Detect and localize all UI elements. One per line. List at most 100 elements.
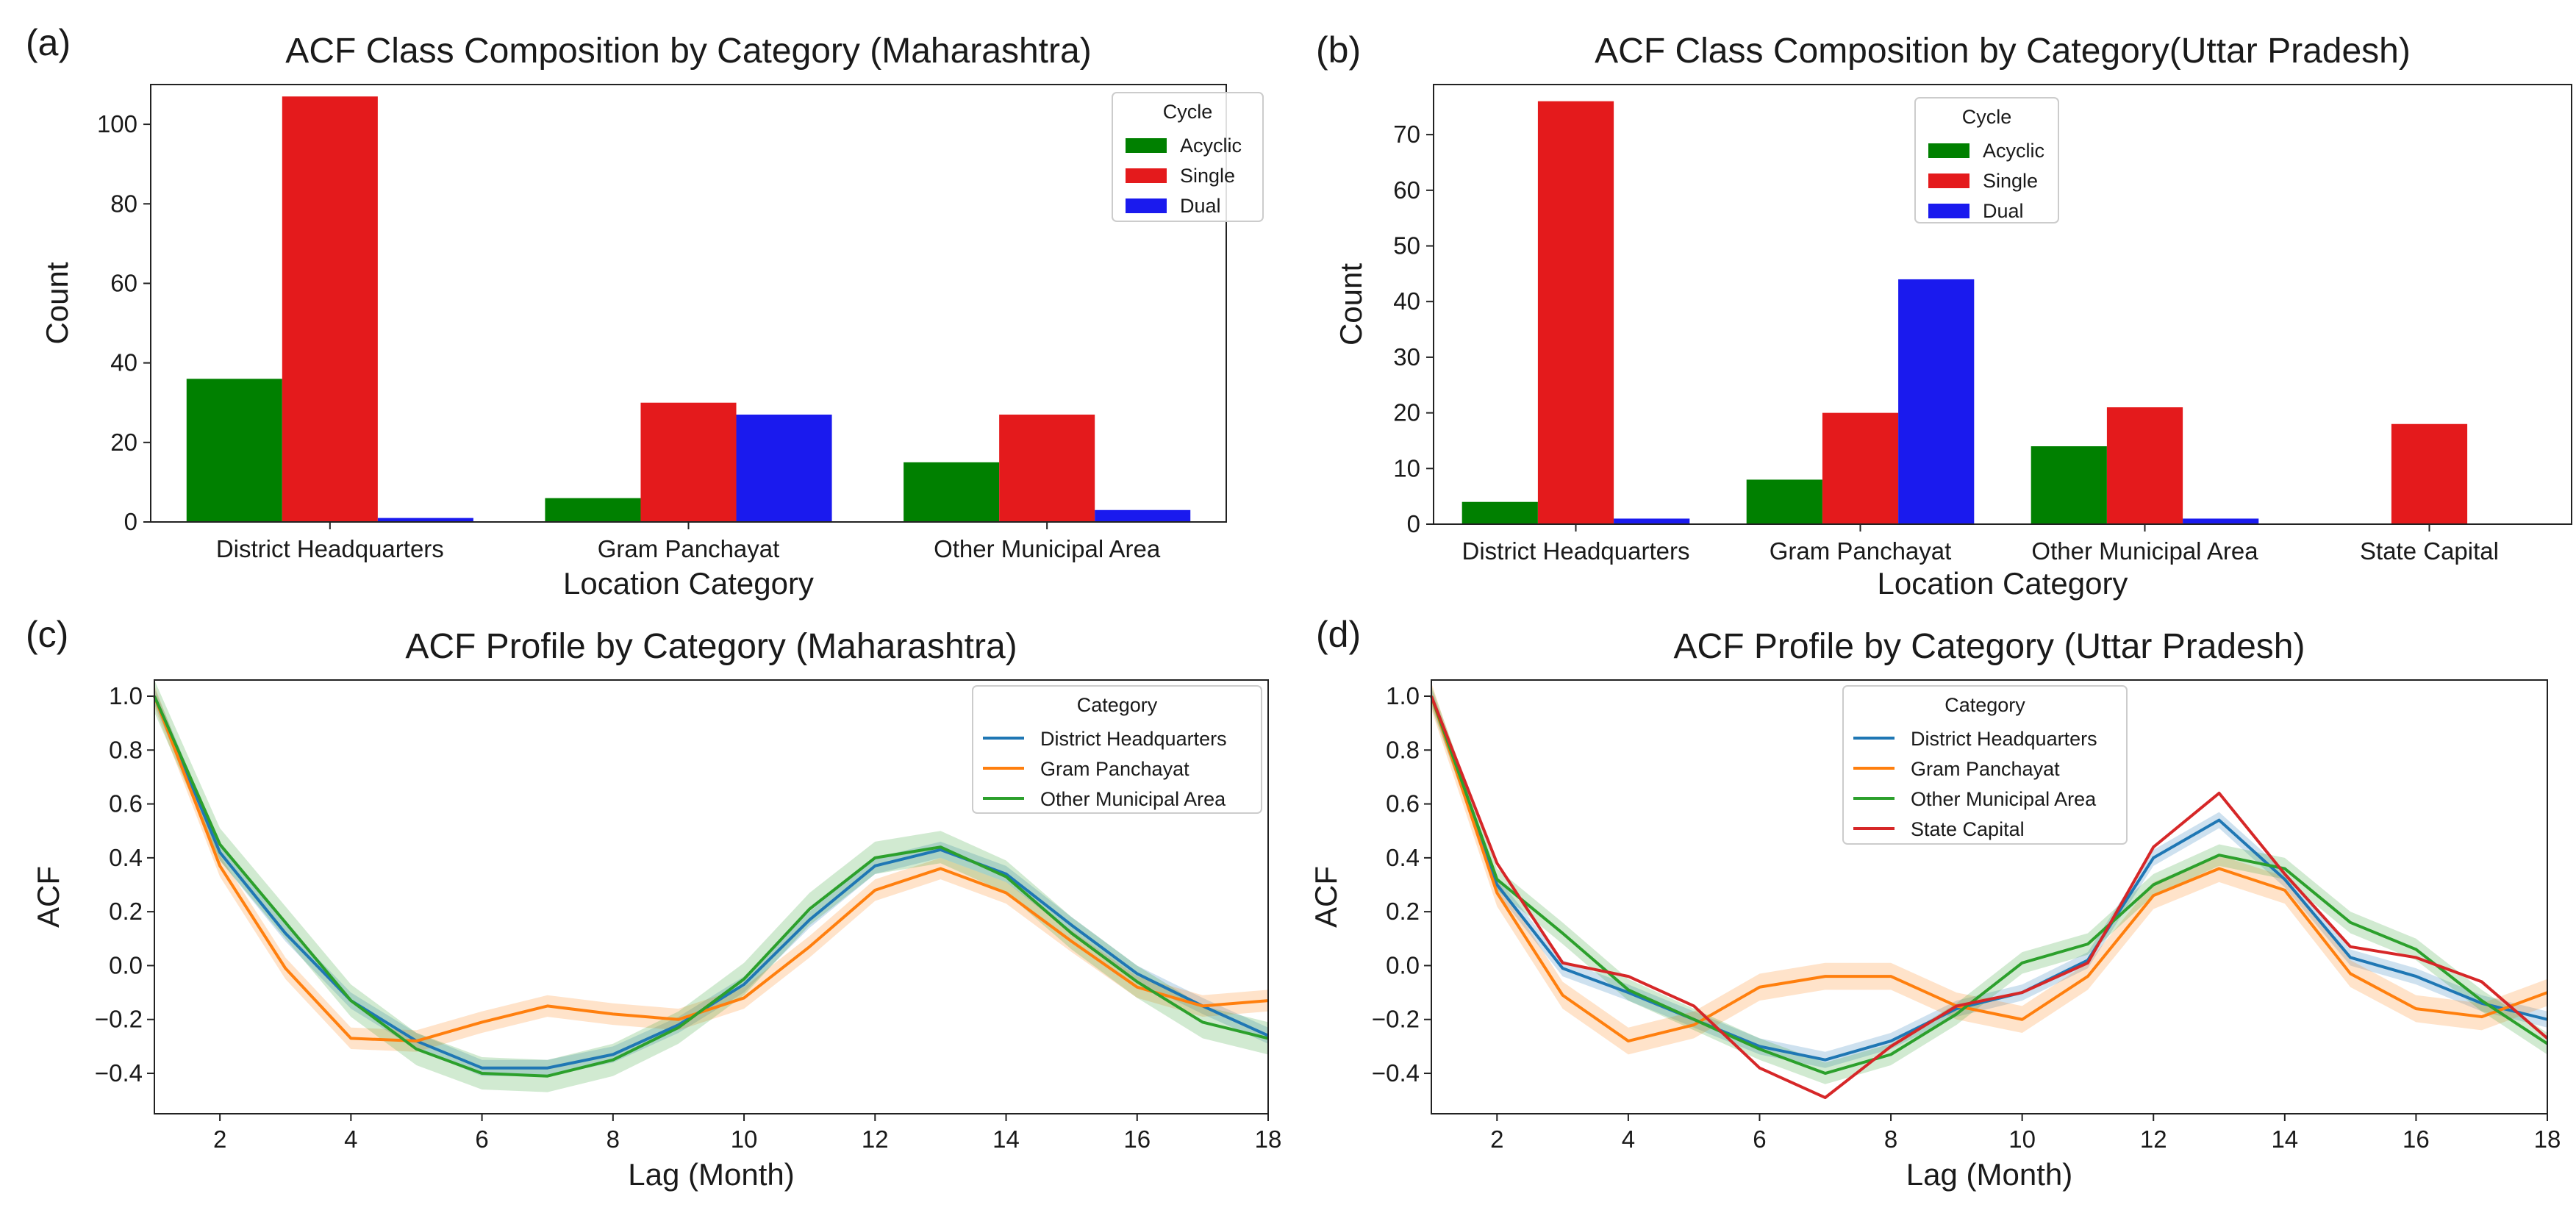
bar bbox=[282, 96, 378, 522]
x-tick-label: 16 bbox=[2403, 1126, 2430, 1153]
bar bbox=[2106, 407, 2183, 524]
y-tick-label: 40 bbox=[1393, 287, 1420, 315]
y-tick-label: 40 bbox=[110, 349, 137, 376]
y-tick-label: 20 bbox=[1393, 399, 1420, 426]
chart-panel-b: (b) ACF Class Composition by Category(Utt… bbox=[1316, 29, 2572, 601]
y-tick-label: 60 bbox=[110, 269, 137, 296]
y-tick-label: −0.4 bbox=[95, 1059, 143, 1087]
x-tick-label: 18 bbox=[1255, 1126, 1282, 1153]
y-tick-label: 0 bbox=[1407, 510, 1420, 537]
legend-entry: Other Municipal Area bbox=[1911, 788, 2097, 810]
y-axis-label: ACF bbox=[1309, 866, 1343, 928]
legend: Cycle Acyclic Single Dual bbox=[1112, 92, 1264, 222]
bar bbox=[1822, 412, 1899, 524]
bar bbox=[2031, 446, 2107, 524]
x-tick-label: 6 bbox=[475, 1126, 488, 1153]
legend-title: Category bbox=[1944, 694, 2025, 716]
x-tick-label: 2 bbox=[1490, 1126, 1503, 1153]
legend-entry: Gram Panchayat bbox=[1040, 758, 1189, 780]
panel-label: (a) bbox=[26, 22, 71, 63]
legend-entry: Other Municipal Area bbox=[1040, 788, 1226, 810]
x-tick-label: 14 bbox=[2271, 1126, 2298, 1153]
x-axis-label: Location Category bbox=[1878, 566, 2128, 601]
y-tick-label: 0.4 bbox=[109, 844, 143, 871]
x-tick-label: Other Municipal Area bbox=[2031, 537, 2258, 565]
x-tick-label: 8 bbox=[607, 1126, 620, 1153]
legend-swatch bbox=[1928, 143, 1969, 158]
panel-label: (b) bbox=[1316, 29, 1361, 71]
chart-title: ACF Class Composition by Category (Mahar… bbox=[285, 32, 1091, 71]
bar bbox=[186, 379, 282, 522]
legend-swatch bbox=[1928, 173, 1969, 188]
legend-frame bbox=[1112, 92, 1264, 222]
x-tick-label: District Headquarters bbox=[1462, 537, 1690, 565]
series-line bbox=[153, 695, 1269, 1043]
y-tick-label: 80 bbox=[110, 190, 137, 217]
x-axis-label: Lag (Month) bbox=[628, 1157, 794, 1192]
legend-swatch bbox=[1126, 198, 1167, 213]
legend: Category District Headquarters Gram Pancha… bbox=[972, 685, 1262, 814]
legend-swatch bbox=[1126, 168, 1167, 183]
plot-frame bbox=[1433, 84, 2572, 525]
legend-entry: Single bbox=[1180, 165, 1235, 187]
chart-title: ACF Profile by Category (Uttar Pradesh) bbox=[1674, 627, 2305, 666]
chart-panel-a: (a) ACF Class Composition by Category (Ma… bbox=[26, 22, 1264, 601]
x-tick-label: 10 bbox=[2008, 1126, 2036, 1153]
bar bbox=[1461, 501, 1538, 524]
bar bbox=[1614, 518, 1690, 524]
legend-frame bbox=[972, 685, 1262, 814]
x-axis-label: Lag (Month) bbox=[1906, 1157, 2072, 1192]
bar bbox=[1095, 509, 1191, 522]
y-tick-label: 0.6 bbox=[1386, 790, 1420, 817]
legend: Category District Headquarters Gram Pancha… bbox=[1842, 685, 2128, 845]
x-tick-label: District Headquarters bbox=[216, 535, 444, 562]
series-line bbox=[1430, 695, 2548, 1043]
x-tick-label: 14 bbox=[992, 1126, 1020, 1153]
legend-entry: District Headquarters bbox=[1040, 728, 1227, 750]
x-tick-label: 8 bbox=[1884, 1126, 1897, 1153]
legend-title: Category bbox=[1077, 694, 1158, 716]
y-tick-label: 0.4 bbox=[1386, 844, 1420, 871]
bar bbox=[1898, 279, 1975, 524]
legend-entry: Acyclic bbox=[1180, 135, 1242, 157]
y-tick-label: 60 bbox=[1393, 176, 1420, 204]
x-tick-label: 4 bbox=[344, 1126, 357, 1153]
y-tick-label: 50 bbox=[1393, 232, 1420, 260]
bar bbox=[1537, 101, 1614, 524]
y-tick-label: 10 bbox=[1393, 454, 1420, 482]
y-tick-label: −0.4 bbox=[1372, 1059, 1420, 1087]
chart-panel-c: (c) ACF Profile by Category (Maharashtra)… bbox=[26, 614, 1281, 1192]
bar bbox=[640, 402, 737, 522]
plot-frame bbox=[1431, 679, 2548, 1114]
legend: Cycle Acyclic Single Dual bbox=[1914, 97, 2059, 223]
bar bbox=[377, 518, 473, 522]
y-tick-label: 20 bbox=[110, 429, 137, 456]
y-tick-label: 0.8 bbox=[1386, 736, 1420, 763]
legend-frame bbox=[1914, 97, 2059, 223]
legend-swatch bbox=[1928, 204, 1969, 218]
y-tick-label: −0.2 bbox=[95, 1006, 143, 1033]
x-tick-label: 4 bbox=[1622, 1126, 1635, 1153]
legend-entry: Gram Panchayat bbox=[1911, 758, 2060, 780]
y-axis-label: Count bbox=[40, 262, 74, 344]
chart-title: ACF Profile by Category (Maharashtra) bbox=[405, 627, 1017, 666]
bar bbox=[1746, 479, 1822, 524]
legend-frame bbox=[1842, 685, 2128, 845]
x-tick-label: Gram Panchayat bbox=[598, 535, 780, 562]
legend-entry: Dual bbox=[1180, 195, 1221, 217]
y-tick-label: 30 bbox=[1393, 343, 1420, 371]
x-tick-label: 6 bbox=[1753, 1126, 1766, 1153]
bar bbox=[2391, 423, 2468, 524]
legend-title: Cycle bbox=[1962, 106, 2012, 128]
legend-entry: State Capital bbox=[1911, 818, 2025, 840]
y-tick-label: 0 bbox=[124, 508, 137, 535]
panel-label: (c) bbox=[26, 614, 68, 655]
bar bbox=[545, 498, 641, 522]
y-tick-label: −0.2 bbox=[1372, 1006, 1420, 1033]
x-tick-label: Other Municipal Area bbox=[934, 535, 1161, 562]
x-tick-label: 12 bbox=[862, 1126, 889, 1153]
series-line bbox=[153, 695, 1269, 1078]
x-tick-label: Gram Panchayat bbox=[1770, 537, 1952, 565]
panel-label: (d) bbox=[1316, 614, 1361, 655]
